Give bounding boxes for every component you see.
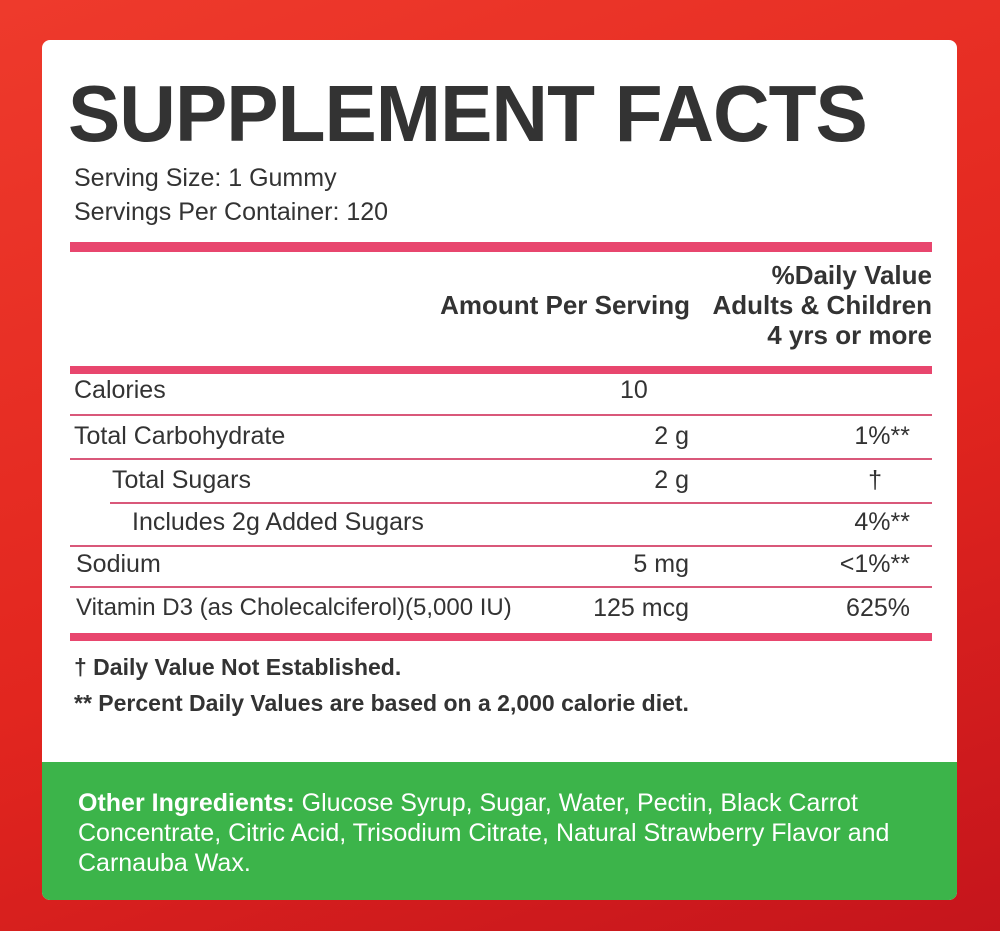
row-amount: 125 mcg [593, 594, 689, 622]
other-ingredients: Other Ingredients: Glucose Syrup, Sugar,… [78, 788, 928, 878]
row-dv: 4%** [854, 508, 910, 536]
row-dv: † [868, 466, 882, 494]
header-dv-line2: Adults & Children [712, 290, 932, 320]
header-dv-line1: %Daily Value [771, 260, 932, 290]
ingredients-label: Other Ingredients: [78, 789, 295, 817]
serving-size: Serving Size: 1 Gummy [74, 164, 337, 192]
row-dv: <1%** [839, 550, 910, 578]
row-divider [70, 586, 932, 588]
row-amount: 2 g [654, 422, 689, 450]
row-name: Vitamin D3 (as Cholecalciferol)(5,000 IU… [76, 594, 512, 621]
row-dv: 1%** [854, 422, 910, 450]
row-divider [110, 502, 932, 504]
divider-thick [70, 633, 932, 641]
row-name: Total Carbohydrate [74, 422, 286, 450]
row-dv: 625% [846, 594, 910, 622]
row-name: Calories [74, 376, 166, 404]
divider-thick [70, 366, 932, 374]
row-name: Total Sugars [112, 466, 251, 494]
divider-thick [70, 242, 932, 252]
servings-per-container: Servings Per Container: 120 [74, 198, 389, 226]
row-amount: 2 g [654, 466, 689, 494]
row-name: Includes 2g Added Sugars [132, 508, 424, 536]
supplement-facts-panel: SUPPLEMENT FACTS Serving Size: 1 Gummy S… [42, 40, 957, 900]
header-daily-value: %Daily Value Adults & Children 4 yrs or … [712, 260, 932, 350]
row-divider [70, 458, 932, 460]
row-divider [70, 545, 932, 547]
row-name: Sodium [76, 550, 161, 578]
header-dv-line3: 4 yrs or more [767, 320, 932, 350]
ingredients-text: Glucose Syrup, Sugar, Water, Pectin, Bla… [78, 789, 890, 877]
footnote-dagger: † Daily Value Not Established. [74, 654, 402, 680]
footnote-percent: ** Percent Daily Values are based on a 2… [74, 690, 689, 716]
ingredients-panel [42, 762, 957, 900]
row-amount: 5 mg [633, 550, 689, 578]
row-amount: 10 [620, 376, 648, 404]
row-divider [70, 414, 932, 416]
page-title: SUPPLEMENT FACTS [68, 69, 868, 158]
header-amount: Amount Per Serving [440, 290, 690, 320]
